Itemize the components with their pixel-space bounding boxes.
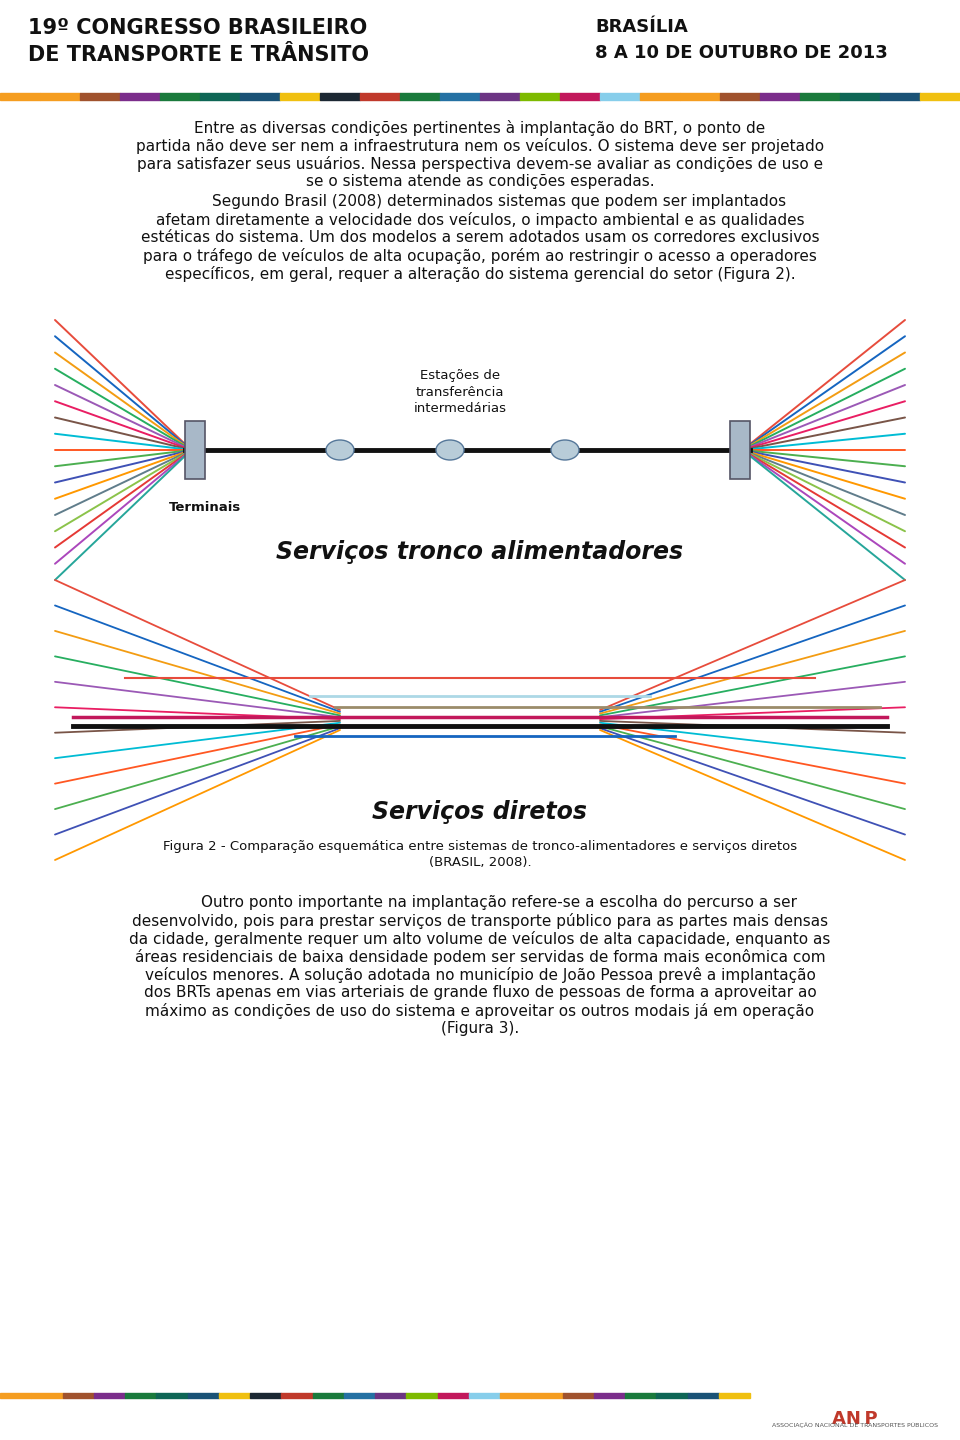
Text: para o tráfego de veículos de alta ocupação, porém ao restringir o acesso a oper: para o tráfego de veículos de alta ocupa… [143,248,817,264]
Bar [160,94,200,99]
Bar [187,1392,219,1398]
Text: 19º CONGRESSO BRASILEIRO
DE TRANSPORTE E TRÂNSITO: 19º CONGRESSO BRASILEIRO DE TRANSPORTE E… [28,17,369,65]
Bar [920,94,960,99]
Bar [440,94,480,99]
Bar [375,1392,406,1398]
Bar [281,1392,313,1398]
Bar [840,94,880,99]
Text: da cidade, geralmente requer um alto volume de veículos de alta capacidade, enqu: da cidade, geralmente requer um alto vol… [130,932,830,948]
Text: Segundo Brasil (2008) determinados sistemas que podem ser implantados: Segundo Brasil (2008) determinados siste… [174,194,786,209]
Text: máximo as condições de uso do sistema e aproveitar os outros modais já em operaç: máximo as condições de uso do sistema e … [145,1004,815,1020]
Bar [687,1392,719,1398]
Bar [185,420,205,480]
Bar [0,1392,32,1398]
Text: Terminais: Terminais [169,501,241,514]
Bar [680,94,720,99]
Bar [156,1392,187,1398]
Bar [240,94,280,99]
Bar [563,1392,593,1398]
Bar [344,1392,375,1398]
Bar [520,94,560,99]
Text: (BRASIL, 2008).: (BRASIL, 2008). [429,855,531,868]
Text: Entre as diversas condições pertinentes à implantação do BRT, o ponto de: Entre as diversas condições pertinentes … [194,120,766,135]
Bar [480,94,520,99]
Bar [320,94,360,99]
Bar [125,1392,156,1398]
Text: veículos menores. A solução adotada no município de João Pessoa prevê a implanta: veículos menores. A solução adotada no m… [145,968,815,984]
Text: partida não deve ser nem a infraestrutura nem os veículos. O sistema deve ser pr: partida não deve ser nem a infraestrutur… [136,138,824,154]
Text: Serviços tronco alimentadores: Serviços tronco alimentadores [276,540,684,564]
Bar [120,94,160,99]
Bar [40,94,80,99]
Bar [400,94,440,99]
Bar [468,1392,500,1398]
Bar [0,94,40,99]
Bar [94,1392,125,1398]
Bar [880,94,920,99]
Text: Estações de
transferência
intermedárias: Estações de transferência intermedárias [414,369,507,415]
Bar [219,1392,250,1398]
Bar [500,1392,531,1398]
Bar [560,94,600,99]
Ellipse shape [326,441,354,459]
Bar [313,1392,344,1398]
Ellipse shape [436,441,464,459]
Text: desenvolvido, pois para prestar serviços de transporte público para as partes ma: desenvolvido, pois para prestar serviços… [132,913,828,929]
Text: Serviços diretos: Serviços diretos [372,801,588,824]
Bar [720,94,760,99]
Text: áreas residenciais de baixa densidade podem ser servidas de forma mais econômica: áreas residenciais de baixa densidade po… [134,949,826,965]
Bar [719,1392,750,1398]
Bar [730,420,750,480]
Bar [360,94,400,99]
Text: Outro ponto importante na implantação refere-se a escolha do percurso a ser: Outro ponto importante na implantação re… [162,896,798,910]
Bar [80,94,120,99]
Bar [593,1392,625,1398]
Text: afetam diretamente a velocidade dos veículos, o impacto ambiental e as qualidade: afetam diretamente a velocidade dos veíc… [156,212,804,228]
Text: específicos, em geral, requer a alteração do sistema gerencial do setor (Figura : específicos, em geral, requer a alteraçã… [165,266,795,282]
Text: (Figura 3).: (Figura 3). [441,1021,519,1035]
Bar [62,1392,94,1398]
Bar [800,94,840,99]
Text: se o sistema atende as condições esperadas.: se o sistema atende as condições esperad… [305,174,655,189]
Bar [280,94,320,99]
Text: BRASÍLIA
8 A 10 DE OUTUBRO DE 2013: BRASÍLIA 8 A 10 DE OUTUBRO DE 2013 [595,17,888,62]
Text: ASSOCIAÇÃO NACIONAL DE TRANSPORTES PÚBLICOS: ASSOCIAÇÃO NACIONAL DE TRANSPORTES PÚBLI… [772,1423,938,1428]
Text: AN P: AN P [832,1410,877,1428]
Bar [32,1392,62,1398]
Text: Figura 2 - Comparação esquemática entre sistemas de tronco-alimentadores e servi: Figura 2 - Comparação esquemática entre … [163,840,797,852]
Text: dos BRTs apenas em vias arteriais de grande fluxo de pessoas de forma a aproveit: dos BRTs apenas em vias arteriais de gra… [144,985,816,999]
Bar [625,1392,657,1398]
Text: para satisfazer seus usuários. Nessa perspectiva devem-se avaliar as condições d: para satisfazer seus usuários. Nessa per… [137,156,823,171]
Bar [200,94,240,99]
Bar [657,1392,687,1398]
Bar [250,1392,281,1398]
Bar [406,1392,438,1398]
Ellipse shape [551,441,579,459]
Bar [531,1392,563,1398]
Bar [600,94,640,99]
Bar [438,1392,468,1398]
Text: estéticas do sistema. Um dos modelos a serem adotados usam os corredores exclusi: estéticas do sistema. Um dos modelos a s… [141,230,819,245]
Bar [640,94,680,99]
Bar [760,94,800,99]
